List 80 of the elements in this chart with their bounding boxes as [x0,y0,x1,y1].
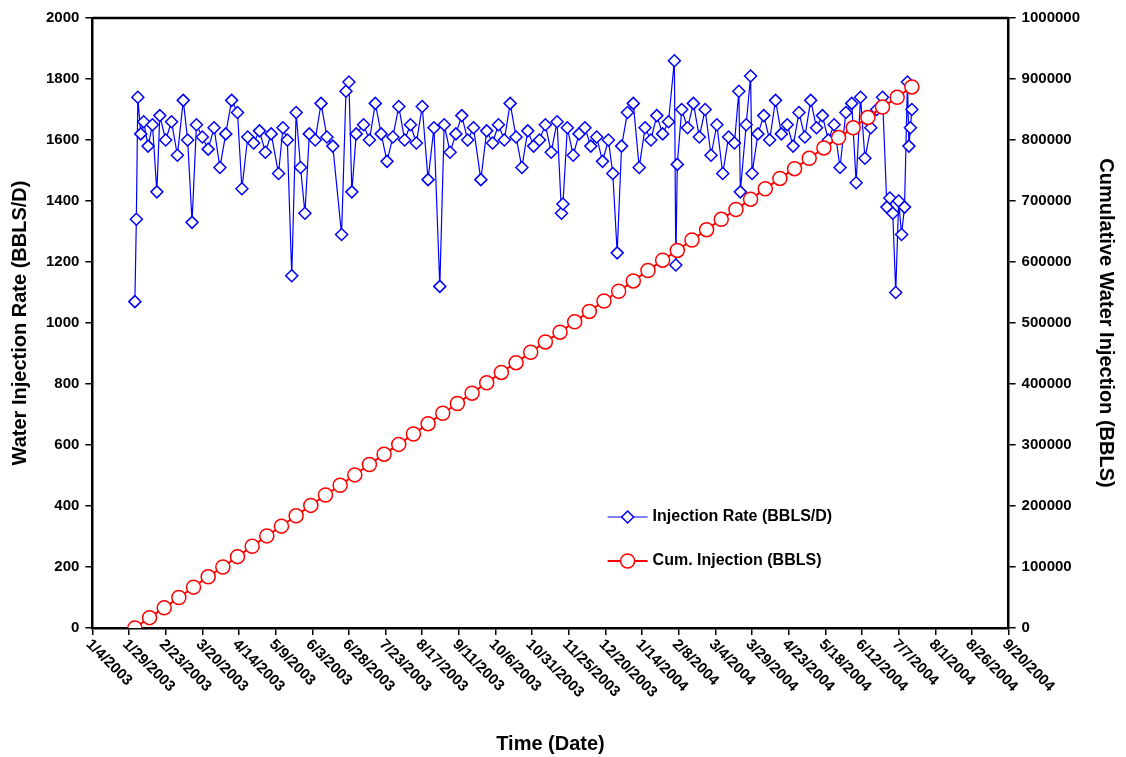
point [537,334,554,350]
point [229,548,246,565]
y-tick-label: 200 [54,557,80,575]
point [244,538,260,555]
y2-tick-label: 700000 [1021,191,1072,209]
y-tick-label: 400 [54,496,80,514]
point [156,600,172,616]
y-tick-label: 1800 [45,69,80,87]
point [640,262,656,279]
point [757,181,773,197]
point [185,579,202,595]
point [552,324,568,340]
y-tick-label: 1600 [45,130,80,148]
point [464,385,480,401]
point [742,191,759,207]
legend-label: Injection Rate (BBLS/D) [652,507,833,525]
point [171,589,187,606]
point [772,170,788,187]
y2-tick-label: 800000 [1021,130,1072,148]
point [830,129,847,146]
y2-tick-label: 300000 [1021,435,1072,453]
y2-axis-title: Cumulative Water Injection (BBLS) [1096,158,1119,488]
point [566,314,583,330]
point [860,109,876,126]
y2-tick-label: 200000 [1021,496,1072,514]
point [801,150,817,167]
point [376,446,392,462]
y-tick-label: 1200 [45,252,80,270]
point [434,405,451,422]
y-axis-title: Water Injection Rate (BBLS/D) [7,180,30,466]
y-tick-label: 600 [54,435,80,453]
point [581,303,598,320]
point [215,559,231,575]
point [303,497,319,514]
point [508,354,524,371]
y2-tick-label: 0 [1021,618,1030,636]
y-tick-label: 1000 [45,313,80,331]
y-tick-label: 1400 [45,191,80,209]
point [273,518,290,534]
point [522,344,539,361]
point [420,415,436,432]
point [728,201,744,218]
legend-label: Cum. Injection (BBLS) [652,551,822,569]
y-tick-label: 800 [54,374,80,392]
point [654,252,671,268]
y2-tick-label: 1000000 [1021,8,1081,26]
y-tick-label: 0 [71,618,80,636]
point [449,395,466,412]
point [332,477,348,494]
point [786,160,803,177]
point [669,242,686,259]
point [288,508,304,524]
point [493,364,510,381]
y2-tick-label: 100000 [1021,557,1072,575]
y2-tick-label: 900000 [1021,69,1072,87]
point [845,120,861,136]
x-axis-title: Time (Date) [496,732,605,754]
point [889,89,905,106]
y-tick-label: 2000 [45,8,80,26]
point [259,528,275,544]
point [391,436,407,453]
point [874,99,891,115]
point [478,375,495,391]
point [347,467,363,483]
point [610,283,627,300]
y2-tick-label: 400000 [1021,374,1072,392]
point [317,487,334,503]
y2-tick-label: 600000 [1021,252,1072,270]
point [684,232,700,248]
y2-tick-label: 500000 [1021,313,1072,331]
point [625,273,642,289]
point [141,609,158,626]
point [200,569,216,585]
point [698,221,715,238]
point [405,426,422,442]
point [361,456,378,473]
point [713,211,730,228]
point [816,140,832,156]
point [904,79,920,95]
point [596,293,612,309]
